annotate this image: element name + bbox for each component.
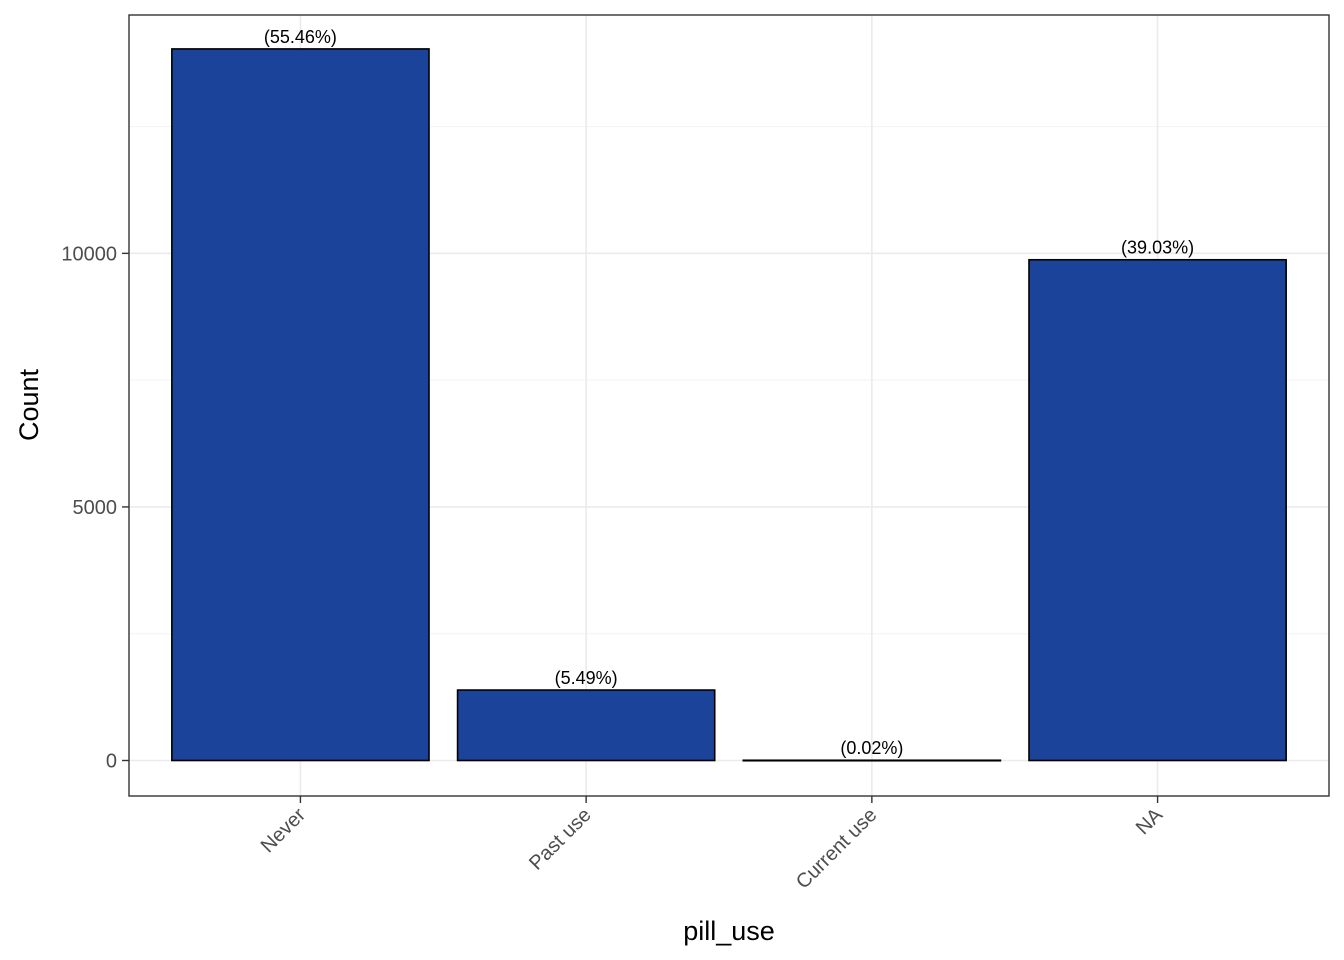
bar-data-label: (0.02%): [840, 738, 903, 758]
panel-border: [128, 14, 1330, 797]
bar-data-label: (55.46%): [264, 27, 337, 47]
bar-data-label: (5.49%): [555, 668, 618, 688]
y-tick-label: 0: [106, 751, 117, 773]
x-tick-label: Current use: [792, 804, 881, 893]
bar: [1028, 258, 1287, 762]
y-tick-label: 10000: [61, 243, 117, 265]
y-axis-title: Count: [14, 368, 44, 441]
bar: [742, 759, 1002, 762]
bar: [171, 48, 430, 762]
bar-data-label: (39.03%): [1121, 238, 1194, 258]
y-tick-label: 5000: [73, 497, 118, 519]
x-tick-label: NA: [1132, 804, 1168, 840]
x-tick-label: Never: [257, 804, 311, 858]
x-tick-label: Past use: [525, 804, 596, 875]
bar: [456, 689, 716, 762]
x-axis-title: pill_use: [683, 916, 775, 946]
bars: [171, 48, 1287, 762]
data-labels: (55.46%) (5.49%) (0.02%) (39.03%): [264, 27, 1194, 758]
